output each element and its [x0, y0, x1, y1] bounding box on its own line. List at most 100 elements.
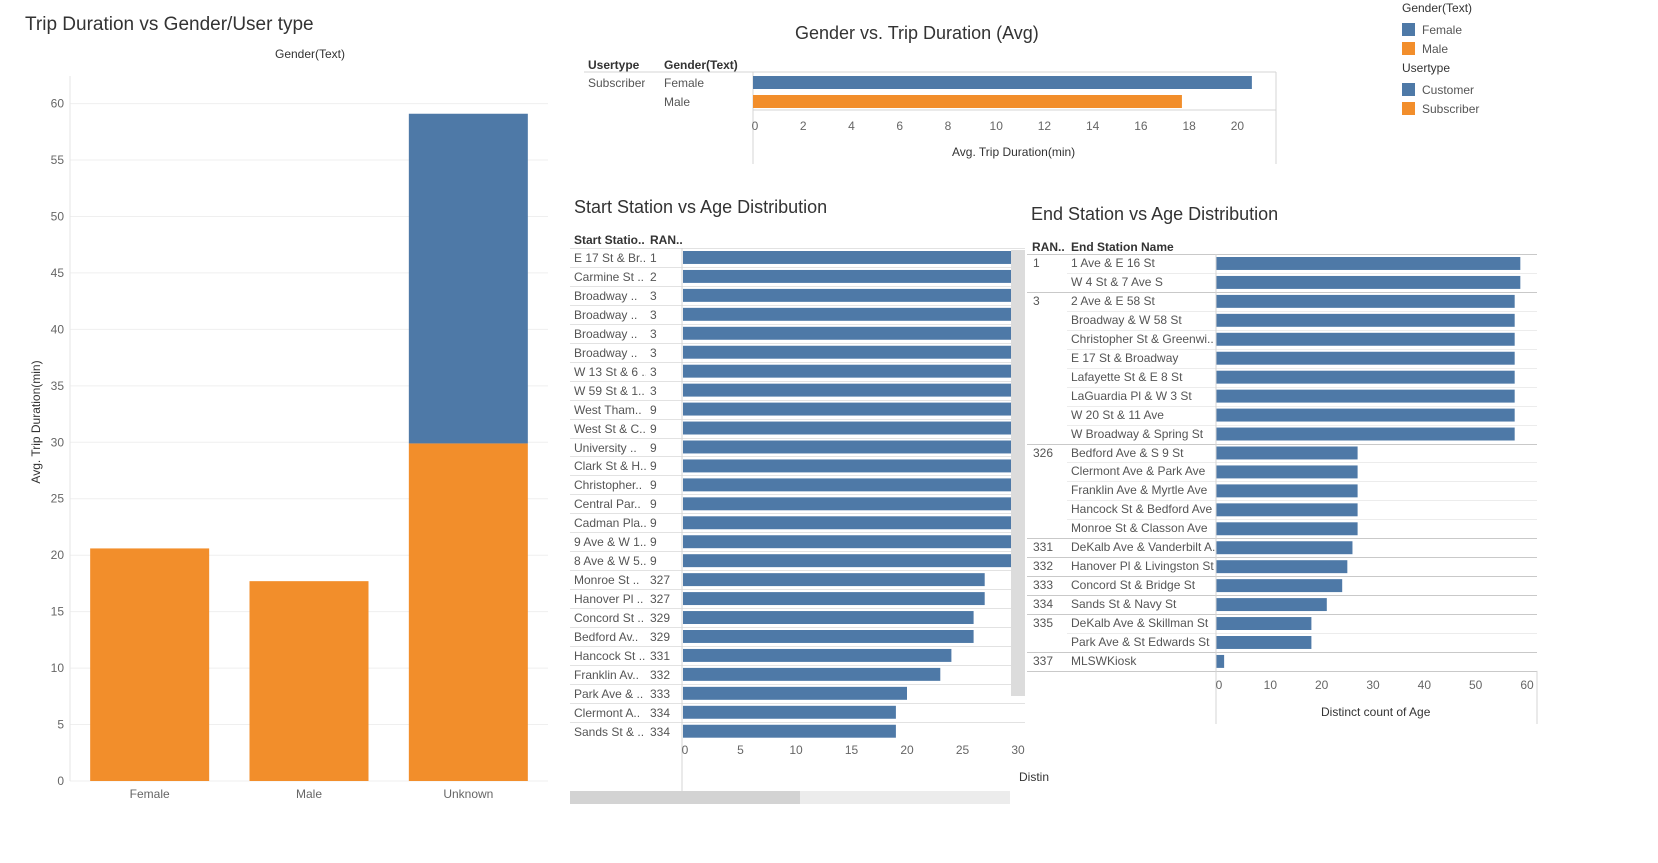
- chart3-rank-label: 9: [650, 497, 657, 512]
- chart3-header-station: Start Statio..: [574, 233, 645, 247]
- chart2-bars: [753, 76, 1252, 108]
- chart4-station-label: 1 Ave & E 16 St: [1071, 256, 1155, 270]
- chart3-row: Concord St .. 329: [570, 608, 1025, 627]
- chart3-rank-label: 9: [650, 440, 657, 455]
- chart3-x-tick-label: 30: [1011, 743, 1025, 757]
- chart4-x-tick-label: 10: [1264, 678, 1278, 692]
- chart3-x-tick-label: 15: [845, 743, 859, 757]
- chart3-x-tick-label: 25: [956, 743, 970, 757]
- chart3-bar: [683, 288, 1011, 302]
- chart1-y-tick-label: 45: [51, 266, 65, 280]
- chart4-station-label: W Broadway & Spring St: [1071, 426, 1204, 441]
- chart1-y-tick-label: 30: [51, 435, 65, 449]
- chart2-x-axis-label: Avg. Trip Duration(min): [952, 145, 1076, 159]
- chart3-row: Bedford Av.. 329: [570, 627, 1025, 646]
- chart3-row: Clark St & H.. 9: [570, 456, 1025, 475]
- chart2-header-gender: Gender(Text): [664, 58, 738, 72]
- chart2-plot: 0 2 4 6 8 10 12 14 16 18 20: [584, 71, 1277, 164]
- chart3-bar: [683, 554, 1011, 568]
- chart3-rank-label: 9: [650, 516, 657, 531]
- chart4-x-tick-label: 40: [1418, 678, 1432, 692]
- chart3-row: Park Ave & .. 333: [570, 683, 1025, 703]
- chart4-bar: [1216, 370, 1515, 384]
- chart4-rank-label: 326: [1033, 445, 1054, 460]
- chart3-horizontal-scrollbar-thumb[interactable]: [570, 791, 800, 804]
- chart1-x-ticks: Female Male Unknown: [130, 787, 494, 801]
- chart4-bar: [1216, 351, 1515, 365]
- chart1-y-tick-label: 35: [51, 379, 65, 393]
- chart4-bar: [1216, 636, 1312, 649]
- chart3-station-label: Carmine St ..: [574, 269, 645, 284]
- chart4-row-divider: [1067, 329, 1537, 331]
- chart2-x-tick-label: 2: [800, 119, 807, 133]
- chart3-row: Carmine St .. 2: [570, 266, 1025, 286]
- chart2-x-tick-label: 14: [1086, 119, 1100, 133]
- chart4-x-tick-label: 50: [1469, 678, 1483, 692]
- legend-gender-title: Gender(Text): [1402, 1, 1473, 15]
- chart2-title: Gender vs. Trip Duration (Avg): [795, 23, 1039, 43]
- chart3-bar: [683, 326, 1011, 340]
- chart3-bar: [683, 573, 985, 587]
- chart4-group-divider: [1027, 614, 1537, 616]
- chart3-rank-label: 3: [650, 345, 657, 360]
- chart2-x-tick-label: 10: [990, 119, 1004, 133]
- chart3-station-label: E 17 St & Br..: [574, 251, 646, 265]
- chart2-header-usertype: Usertype: [588, 58, 640, 72]
- chart3-vertical-scrollbar[interactable]: [1011, 250, 1025, 696]
- chart3-row: West St & C.. 9: [570, 418, 1025, 438]
- chart4-x-tick-label: 0: [1216, 678, 1223, 692]
- chart3-rank-label: 9: [650, 402, 657, 417]
- chart4-station-label: Park Ave & St Edwards St: [1071, 635, 1210, 649]
- chart1-x-tick-label: Female: [130, 787, 170, 801]
- chart4-x-axis-label: Distinct count of Age: [1321, 705, 1431, 719]
- chart4-rank-label: 3: [1033, 293, 1040, 308]
- chart3-x-ticks: 0 5 10 15 20 25 30: [682, 743, 1025, 757]
- chart3-row: Broadway .. 3: [570, 323, 1025, 343]
- chart3-bar: [683, 497, 1011, 511]
- chart3-station-label: Clark St & H..: [574, 459, 646, 474]
- chart3-station-label: Central Par..: [574, 497, 641, 512]
- chart2-bar-female: [753, 76, 1252, 89]
- chart4-row-divider: [1067, 310, 1537, 312]
- chart3-rank-label: 329: [650, 611, 671, 626]
- chart3-row: West Tham.. 9: [570, 399, 1025, 419]
- chart3-row: 8 Ave & W 5.. 9: [570, 551, 1025, 570]
- chart3-rank-label: 9: [650, 421, 657, 436]
- chart3-row: Christopher.. 9: [570, 475, 1025, 494]
- chart4-rows: 1 1 Ave & E 16 St W 4 St & 7 Ave S 3 2 Ave &…: [1027, 254, 1542, 674]
- chart3-station-label: Broadway ..: [574, 326, 638, 341]
- chart3-rank-label: 9: [650, 554, 657, 569]
- legend-swatch-customer: [1402, 83, 1415, 96]
- chart3-bar: [683, 402, 1011, 416]
- legend-item-male: Male: [1402, 39, 1479, 58]
- chart4-station-label: Concord St & Bridge St: [1071, 578, 1196, 593]
- chart4-row-divider: [1067, 386, 1537, 388]
- chart4-station-label: W 20 St & 11 Ave: [1071, 407, 1164, 422]
- chart3-row: Hancock St .. 331: [570, 645, 1025, 665]
- chart2-x-ticks: 0 2 4 6 8 10 12 14 16 18 20: [752, 119, 1245, 133]
- chart3-bar: [683, 440, 1011, 454]
- chart3-rank-label: 3: [650, 326, 657, 341]
- chart3-bar: [683, 307, 1011, 321]
- chart3-row: W 59 St & 1.. 3: [570, 380, 1025, 400]
- legend-item-customer: Customer: [1402, 80, 1479, 99]
- chart3-bar: [683, 705, 896, 719]
- chart1-y-tick-label: 20: [51, 548, 65, 562]
- chart3-row: Hanover Pl .. 327: [570, 589, 1025, 608]
- chart3-bar: [683, 516, 1011, 530]
- chart4-bar: [1216, 332, 1515, 346]
- chart4-row-divider: [1067, 462, 1537, 464]
- chart1-y-ticks: 0 5 10 15 20 25 30 35 40 45 50 55 60: [51, 97, 65, 788]
- chart4-x-tick-label: 30: [1366, 678, 1380, 692]
- chart3-rank-label: 9: [650, 535, 657, 550]
- chart4-station-label: Lafayette St & E 8 St: [1071, 369, 1183, 384]
- chart3-horizontal-scrollbar-track[interactable]: [570, 791, 1010, 804]
- chart3-bar: [683, 667, 941, 681]
- chart4-station-label: Franklin Ave & Myrtle Ave: [1071, 483, 1208, 498]
- legend-swatch-subscriber: [1402, 102, 1415, 115]
- chart3-station-label: Broadway ..: [574, 307, 638, 322]
- chart3-station-label: West St & C..: [574, 421, 646, 436]
- chart3-station-label: Cadman Pla..: [574, 516, 646, 531]
- chart1-bar-female-subscriber: [90, 548, 210, 781]
- chart4-group-divider: [1027, 651, 1537, 653]
